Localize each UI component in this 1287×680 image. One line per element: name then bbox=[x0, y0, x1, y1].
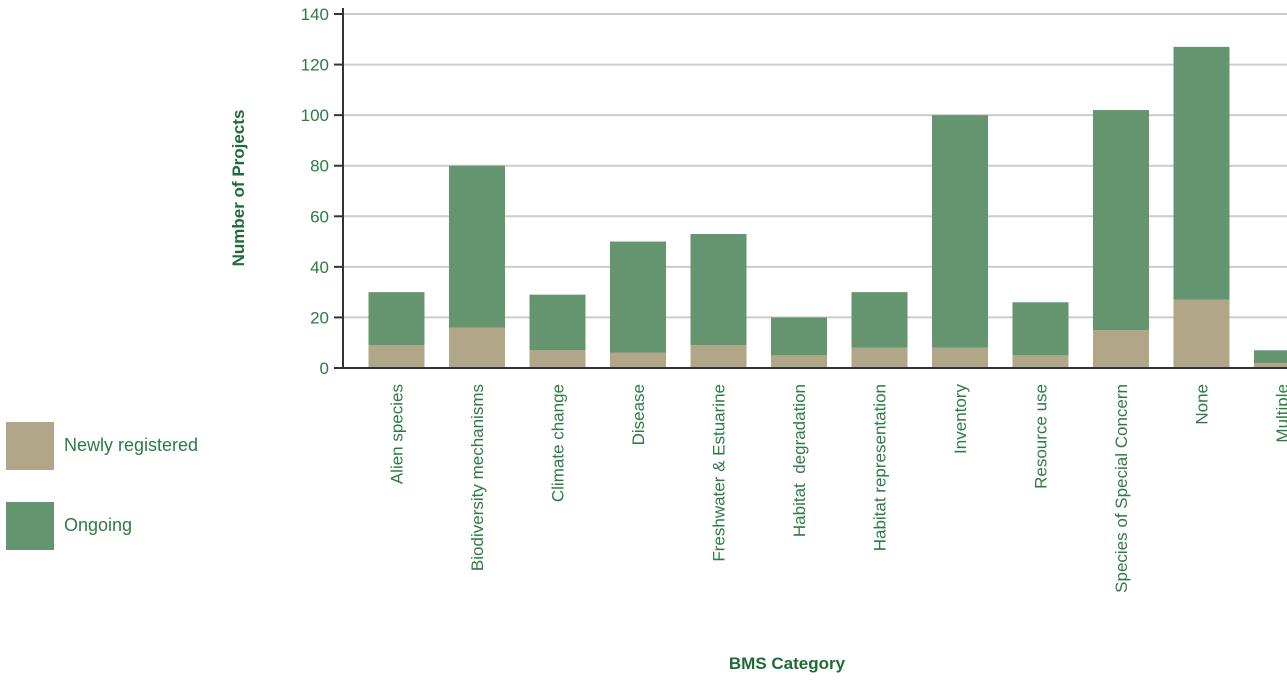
x-category-label: Alien species bbox=[388, 384, 407, 484]
x-category-label: Species of Special Concern bbox=[1112, 384, 1131, 593]
y-tick-label: 40 bbox=[310, 258, 329, 277]
x-category-label: Inventory bbox=[951, 384, 970, 454]
bar-ongoing bbox=[851, 292, 908, 348]
bar-newly-registered bbox=[529, 350, 586, 368]
bar-ongoing bbox=[1012, 302, 1069, 356]
bar-ongoing bbox=[932, 115, 988, 348]
legend-swatch-ongoing bbox=[6, 502, 54, 550]
bar-newly-registered bbox=[932, 347, 988, 368]
y-tick-label: 0 bbox=[320, 359, 329, 378]
legend-item-ongoing: Ongoing bbox=[6, 502, 266, 550]
y-tick-label: 20 bbox=[310, 308, 329, 327]
legend-item-newly-registered: Newly registered bbox=[6, 422, 266, 470]
x-category-label: Freshwater & Estuarine bbox=[710, 384, 729, 562]
y-axis-title: Number of Projects bbox=[229, 110, 248, 267]
y-tick-label: 80 bbox=[310, 157, 329, 176]
x-category-label: Habitat representation bbox=[871, 384, 890, 551]
x-category-label: Habitat degradation bbox=[790, 384, 809, 537]
bar-ongoing bbox=[368, 292, 425, 346]
x-axis-title: BMS Category bbox=[729, 654, 846, 673]
bar-ongoing bbox=[1173, 46, 1230, 300]
x-category-label: Biodiversity mechanisms bbox=[468, 384, 487, 571]
bar-ongoing bbox=[1093, 110, 1149, 331]
bar-ongoing bbox=[771, 317, 827, 356]
y-tick-label: 60 bbox=[310, 207, 329, 226]
bar-ongoing bbox=[529, 294, 586, 351]
bar-ongoing bbox=[690, 233, 747, 346]
bar-newly-registered bbox=[690, 345, 747, 368]
legend-label-ongoing: Ongoing bbox=[64, 515, 133, 535]
bar-newly-registered bbox=[610, 352, 666, 368]
bar-newly-registered bbox=[449, 327, 505, 368]
bar-newly-registered bbox=[1254, 362, 1287, 368]
bar-ongoing bbox=[1254, 350, 1287, 363]
x-category-label: Disease bbox=[629, 384, 648, 445]
legend-swatch-newly-registered bbox=[6, 422, 54, 470]
bar-newly-registered bbox=[771, 355, 827, 368]
bar-newly-registered bbox=[851, 347, 908, 368]
bar-newly-registered bbox=[1093, 330, 1149, 368]
legend-label-newly-registered: Newly registered bbox=[64, 435, 199, 455]
y-tick-label: 140 bbox=[301, 5, 329, 24]
x-category-label: Multiple bbox=[1273, 384, 1287, 443]
bar-newly-registered bbox=[1012, 355, 1069, 368]
x-category-label: None bbox=[1193, 384, 1212, 425]
bar-ongoing bbox=[449, 165, 505, 328]
bar-newly-registered bbox=[368, 345, 425, 368]
x-category-label: Climate change bbox=[549, 384, 568, 502]
y-tick-label: 100 bbox=[301, 106, 329, 125]
bar-newly-registered bbox=[1173, 299, 1230, 368]
y-tick-label: 120 bbox=[301, 56, 329, 75]
bar-ongoing bbox=[610, 241, 666, 353]
x-category-label: Resource use bbox=[1032, 384, 1051, 489]
